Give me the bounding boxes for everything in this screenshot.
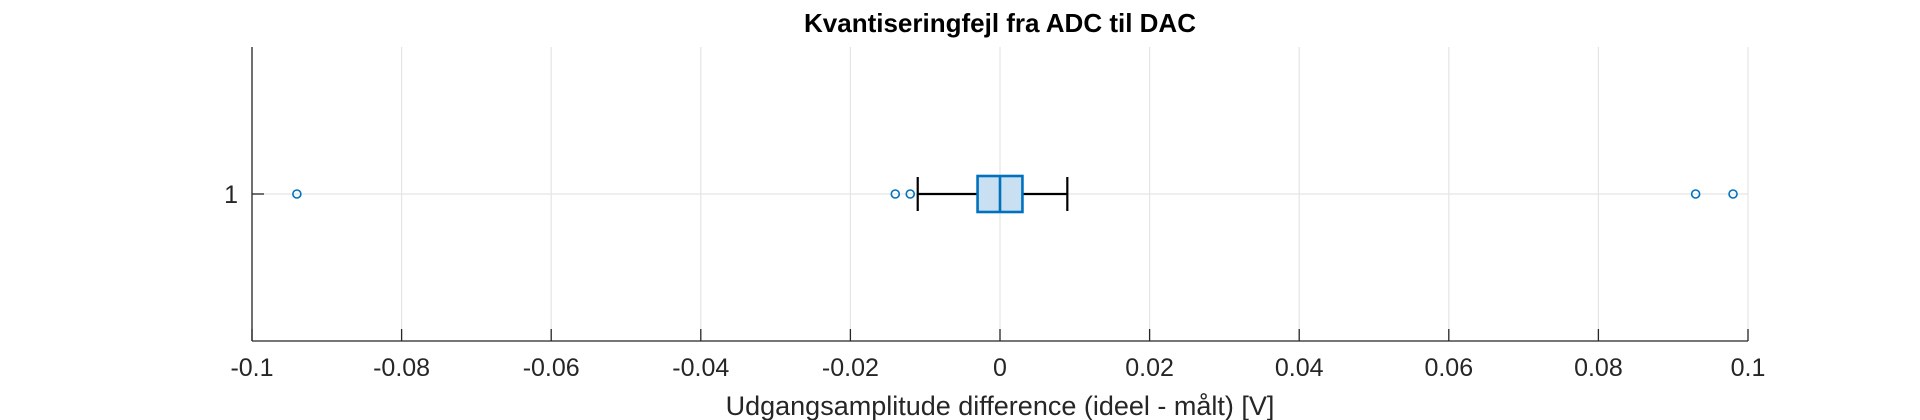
x-tick-label: -0.04 xyxy=(672,354,729,382)
x-tick-label: -0.06 xyxy=(523,354,580,382)
chart-title: Kvantiseringfejl fra ADC til DAC xyxy=(804,8,1196,38)
outlier-point xyxy=(890,189,901,199)
x-axis-label: Udgangsamplitude difference (ideel - mål… xyxy=(726,391,1275,420)
y-tick-label: 1 xyxy=(224,181,238,209)
outlier-point xyxy=(1690,189,1701,199)
box-series xyxy=(292,174,1738,214)
x-tick-label: 0.1 xyxy=(1731,354,1766,382)
x-tick-label: 0.08 xyxy=(1574,354,1623,382)
outlier-point xyxy=(292,189,302,199)
x-tick-label: -0.08 xyxy=(373,354,430,382)
x-tick-label: -0.02 xyxy=(822,354,879,382)
outlier-point xyxy=(905,189,916,199)
axes: -0.1 -0.08 -0.06 -0.04 -0.02 0 0.02 0.04 0.06 0.0… xyxy=(224,47,1765,382)
outlier-point xyxy=(1728,189,1738,199)
x-tick-label: -0.1 xyxy=(230,354,273,382)
x-tick-label: 0.04 xyxy=(1275,354,1324,382)
x-tick-label: 0.02 xyxy=(1125,354,1174,382)
x-tick-label: 0.06 xyxy=(1424,354,1473,382)
x-tick-label: 0 xyxy=(993,354,1007,382)
